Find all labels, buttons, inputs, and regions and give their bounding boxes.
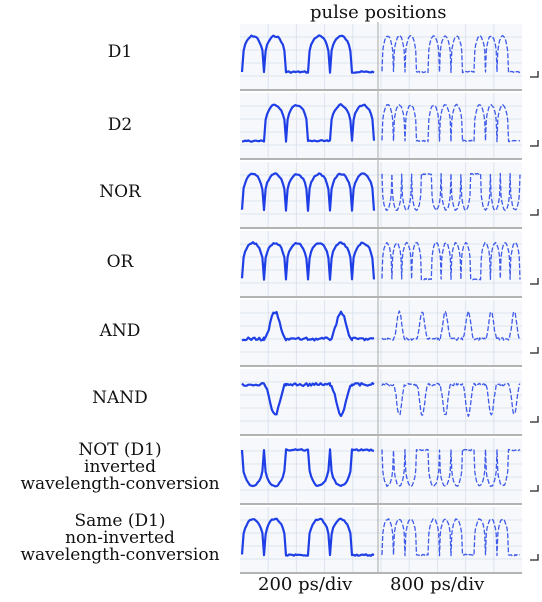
trace-200ps <box>241 103 376 143</box>
trace-200ps <box>240 517 375 557</box>
trace-800ps <box>381 382 521 417</box>
signal-label-line: wavelength-conversion <box>20 473 220 494</box>
signal-label-line: non-inverted <box>65 527 175 548</box>
panel-nand <box>240 367 539 436</box>
ground-marker <box>530 71 539 78</box>
trace-800ps <box>381 172 521 212</box>
x-label-left: 200 ps/div <box>258 574 353 595</box>
trace-800ps <box>381 518 521 557</box>
signal-label: NOT (D1) inverted wavelength-conversion <box>0 439 240 494</box>
signal-label-line: NAND <box>92 387 148 408</box>
ground-marker <box>530 209 539 216</box>
trace-800ps <box>381 103 521 143</box>
trace-200ps <box>240 241 376 281</box>
x-label-right: 800 ps/div <box>390 574 485 595</box>
panel-same-d1 <box>240 505 539 574</box>
trace-200ps <box>241 310 375 342</box>
signal-label-line: D2 <box>107 114 133 135</box>
chart-title: pulse positions <box>310 2 447 23</box>
panel-or <box>240 229 539 298</box>
signal-label: AND <box>0 320 240 341</box>
signal-label: OR <box>0 251 240 272</box>
ground-marker <box>530 554 539 561</box>
panel-d1 <box>240 22 539 91</box>
trace-200ps <box>240 448 375 488</box>
signal-label-line: NOR <box>99 181 141 202</box>
signal-label: D1 <box>0 41 240 62</box>
signal-label: NOR <box>0 181 240 202</box>
signal-label-line: AND <box>99 320 141 341</box>
ground-marker <box>530 278 539 285</box>
signal-label-line: D1 <box>107 41 133 62</box>
trace-800ps <box>381 448 521 488</box>
ground-marker <box>530 140 539 147</box>
panel-and <box>240 298 539 367</box>
signal-label-line: Same (D1) <box>74 510 166 531</box>
signal-label-line: NOT (D1) <box>78 439 162 460</box>
ground-marker <box>530 485 539 492</box>
trace-800ps <box>381 34 521 74</box>
ground-marker <box>530 347 539 354</box>
signal-label-line: inverted <box>84 456 156 477</box>
trace-800ps <box>381 241 521 281</box>
panel-not-d1 <box>240 436 539 505</box>
trace-200ps <box>240 34 375 74</box>
ground-marker <box>530 416 539 423</box>
trace-800ps <box>381 310 521 341</box>
signal-label: Same (D1) non-inverted wavelength-conversi… <box>0 510 240 565</box>
signal-label: NAND <box>0 387 240 408</box>
panel-nor <box>240 160 539 229</box>
signal-label: D2 <box>0 114 240 135</box>
trace-200ps <box>240 172 376 212</box>
signal-label-line: OR <box>106 251 134 272</box>
signal-label-line: wavelength-conversion <box>20 544 220 565</box>
panel-d2 <box>240 91 539 160</box>
trace-200ps <box>241 382 375 418</box>
